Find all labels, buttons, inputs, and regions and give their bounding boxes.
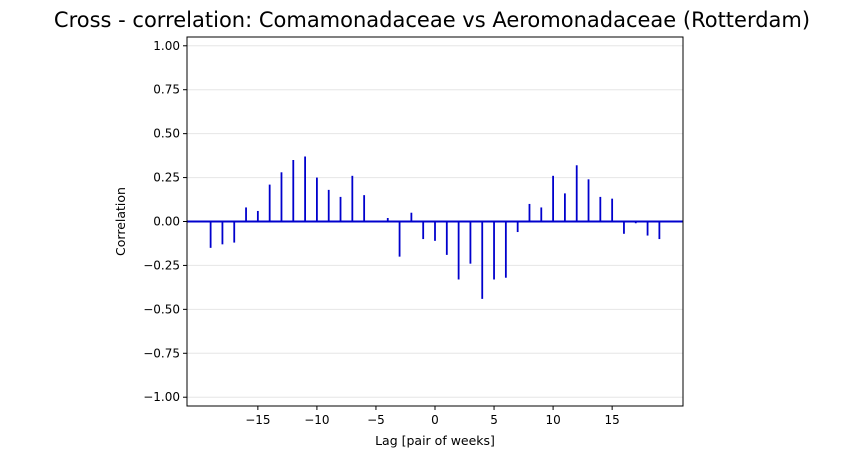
x-axis-ticks: −15 −10 −5 0 5 10 15 <box>245 406 620 427</box>
y-tick-label: 0.00 <box>153 215 180 229</box>
x-tick-label: 15 <box>605 413 620 427</box>
y-tick-label: 0.50 <box>153 127 180 141</box>
y-tick-label: −0.25 <box>143 258 180 272</box>
y-axis-label: Correlation <box>113 187 128 256</box>
correlation-bars <box>209 156 661 299</box>
x-tick-label: 5 <box>490 413 498 427</box>
x-tick-label: −15 <box>245 413 270 427</box>
y-tick-label: −0.75 <box>143 346 180 360</box>
x-tick-label: −10 <box>304 413 329 427</box>
x-tick-label: 10 <box>545 413 560 427</box>
y-tick-label: −0.50 <box>143 302 180 316</box>
x-axis-label: Lag [pair of weeks] <box>375 433 495 448</box>
y-tick-label: 1.00 <box>153 39 180 53</box>
y-axis-ticks: −1.00 −0.75 −0.50 −0.25 0.00 0.25 0.50 0.75 1.00 <box>143 39 187 404</box>
x-tick-label: 0 <box>431 413 439 427</box>
x-tick-label: −5 <box>367 413 385 427</box>
y-tick-label: −1.00 <box>143 390 180 404</box>
chart-title: Cross - correlation: Comamonadaceae vs A… <box>54 8 810 32</box>
y-tick-label: 0.75 <box>153 83 180 97</box>
y-tick-label: 0.25 <box>153 171 180 185</box>
